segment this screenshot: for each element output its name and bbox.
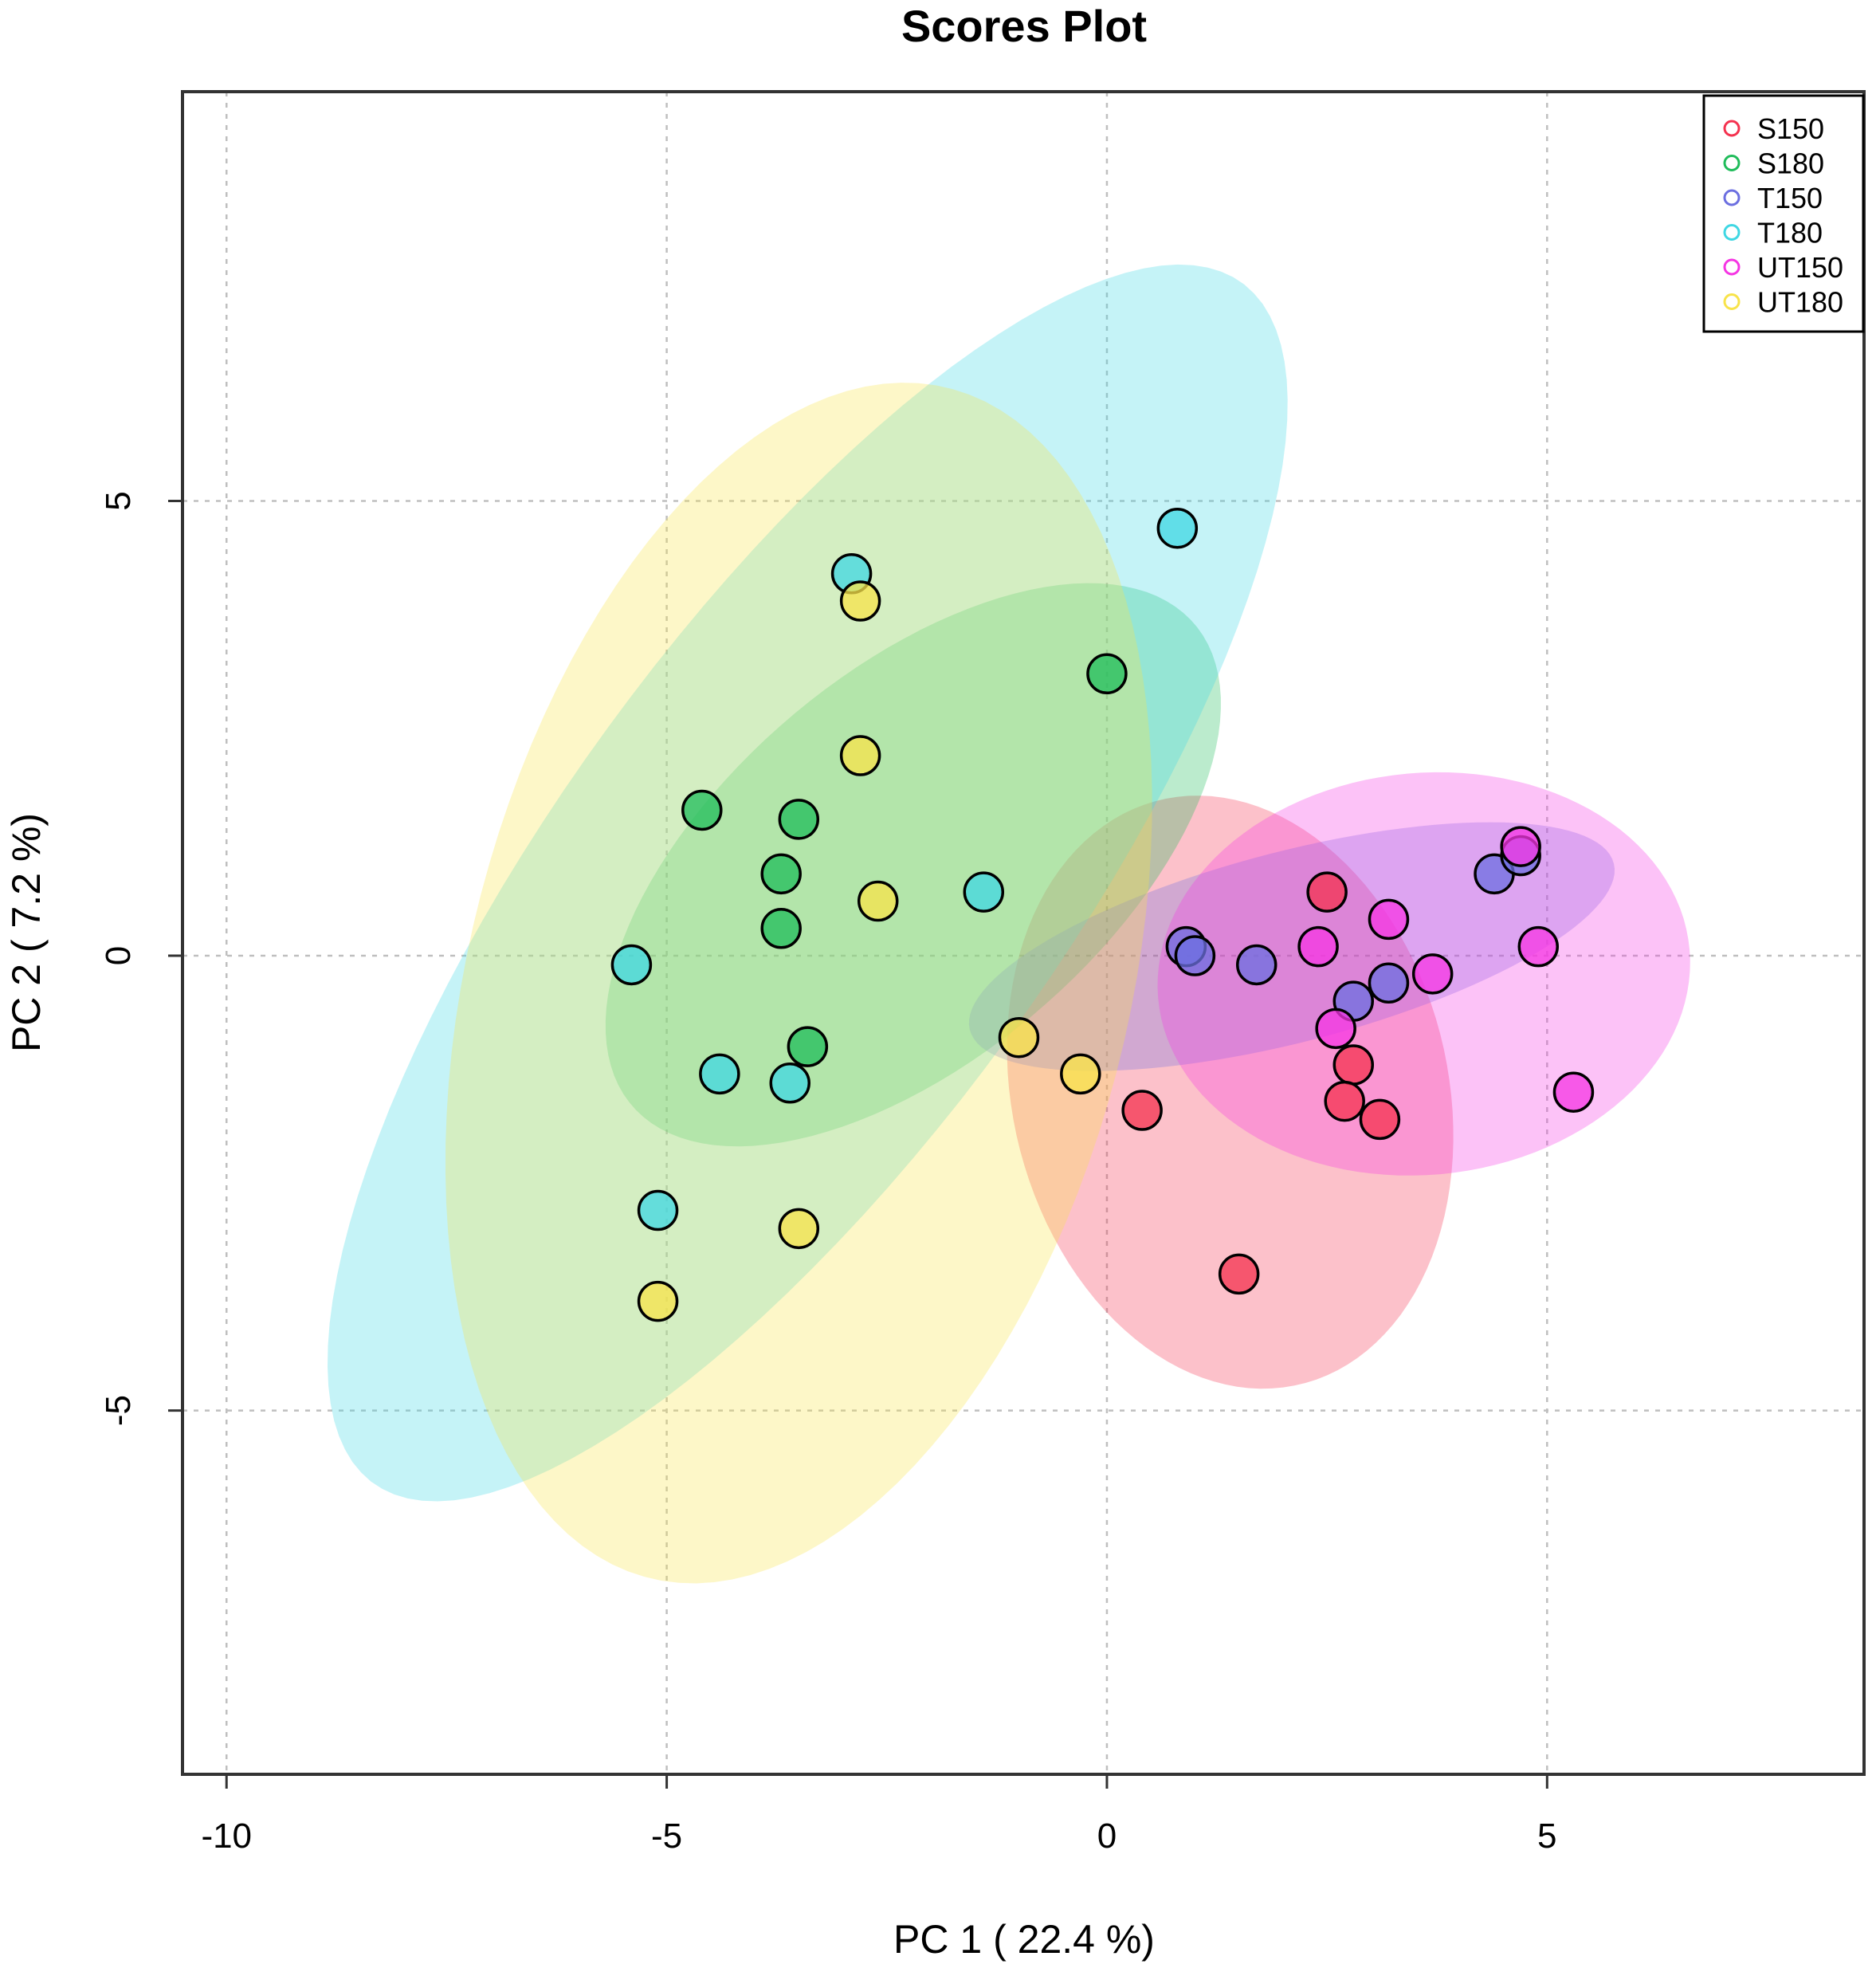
point-s150-2: [1218, 1253, 1260, 1295]
ellipse-s180: [605, 583, 1221, 1147]
point-ut150-2: [1297, 925, 1339, 968]
point-t150-2: [1174, 935, 1216, 976]
point-s180-5: [787, 1026, 829, 1067]
point-ut150-5: [1517, 925, 1560, 968]
y-tick-label-5: 5: [99, 491, 138, 510]
ellipse-t180: [328, 264, 1288, 1502]
legend-marker-s180: [1723, 155, 1741, 171]
point-ut180-2: [839, 735, 881, 776]
point-ut150-6: [1315, 1008, 1356, 1050]
legend-label-ut180: UT180: [1757, 286, 1843, 319]
y-axis-ticks: -5 0 5: [99, 491, 182, 1426]
point-t180-6: [769, 1063, 811, 1104]
confidence-ellipses: [328, 264, 1690, 1584]
x-tick-label-0: 0: [1097, 1817, 1117, 1856]
point-t150-5: [1368, 962, 1410, 1004]
plot-frame: [181, 90, 1866, 1776]
x-tick-label--10: -10: [201, 1817, 252, 1856]
y-axis-label: PC 2 ( 7.2 %): [4, 813, 49, 1052]
point-s180-2: [778, 799, 820, 840]
point-t180-2: [1156, 507, 1199, 549]
point-ut180-3: [857, 880, 899, 922]
point-s180-4: [760, 908, 802, 949]
point-t180-5: [699, 1053, 740, 1095]
point-t150-3: [1235, 944, 1277, 986]
point-ut150-3: [1368, 898, 1410, 941]
point-s150-1: [1121, 1090, 1163, 1131]
legend-label-t180: T180: [1757, 217, 1823, 249]
point-s150-5: [1324, 1080, 1365, 1122]
point-ut150-4: [1411, 953, 1454, 995]
x-axis-ticks: -10 -5 0 5: [201, 1774, 1557, 1856]
legend-label-s150: S150: [1757, 112, 1824, 145]
legend-marker-t180: [1723, 224, 1741, 241]
point-ut180-5: [1060, 1053, 1101, 1095]
chart-title: Scores Plot: [901, 1, 1147, 51]
point-s180-6: [1086, 653, 1128, 695]
ellipse-s150: [1007, 795, 1454, 1389]
point-s150-4: [1332, 1044, 1375, 1086]
legend-marker-t150: [1723, 189, 1741, 206]
point-s180-1: [681, 789, 723, 831]
point-ut180-6: [778, 1208, 820, 1250]
point-s150-3: [1306, 871, 1348, 913]
legend-marker-ut150: [1723, 258, 1741, 276]
y-tick-label-0: 0: [99, 946, 138, 965]
x-tick-label--5: -5: [651, 1817, 682, 1856]
legend-label-t150: T150: [1757, 182, 1823, 214]
point-ut150-7: [1552, 1071, 1595, 1113]
point-ut150-1: [1500, 826, 1541, 867]
point-ut180-4: [998, 1016, 1040, 1059]
point-t180-3: [963, 871, 1005, 913]
point-s150-6: [1359, 1098, 1401, 1141]
ellipse-t150: [968, 822, 1615, 1071]
ellipse-ut180: [445, 383, 1152, 1584]
legend-marker-s150: [1723, 120, 1741, 137]
legend-label-s180: S180: [1757, 147, 1824, 180]
point-ut180-1: [839, 580, 881, 622]
score-points: [610, 507, 1595, 1322]
x-axis-label: PC 1 ( 22.4 %): [893, 1917, 1155, 1962]
point-t180-4: [610, 944, 653, 986]
legend-label-ut150: UT150: [1757, 251, 1843, 284]
legend-marker-ut180: [1723, 293, 1741, 310]
x-tick-label-5: 5: [1537, 1817, 1556, 1856]
point-ut180-7: [637, 1280, 679, 1322]
point-t180-7: [637, 1189, 679, 1231]
point-s180-3: [760, 853, 802, 895]
y-tick-label--5: -5: [99, 1395, 138, 1426]
